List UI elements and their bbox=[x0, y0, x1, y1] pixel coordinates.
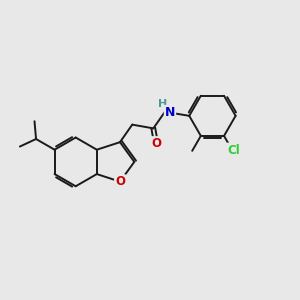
Text: H: H bbox=[158, 99, 167, 109]
Text: O: O bbox=[151, 137, 161, 150]
Text: N: N bbox=[165, 106, 175, 119]
Text: O: O bbox=[115, 175, 125, 188]
Text: Cl: Cl bbox=[227, 144, 240, 157]
